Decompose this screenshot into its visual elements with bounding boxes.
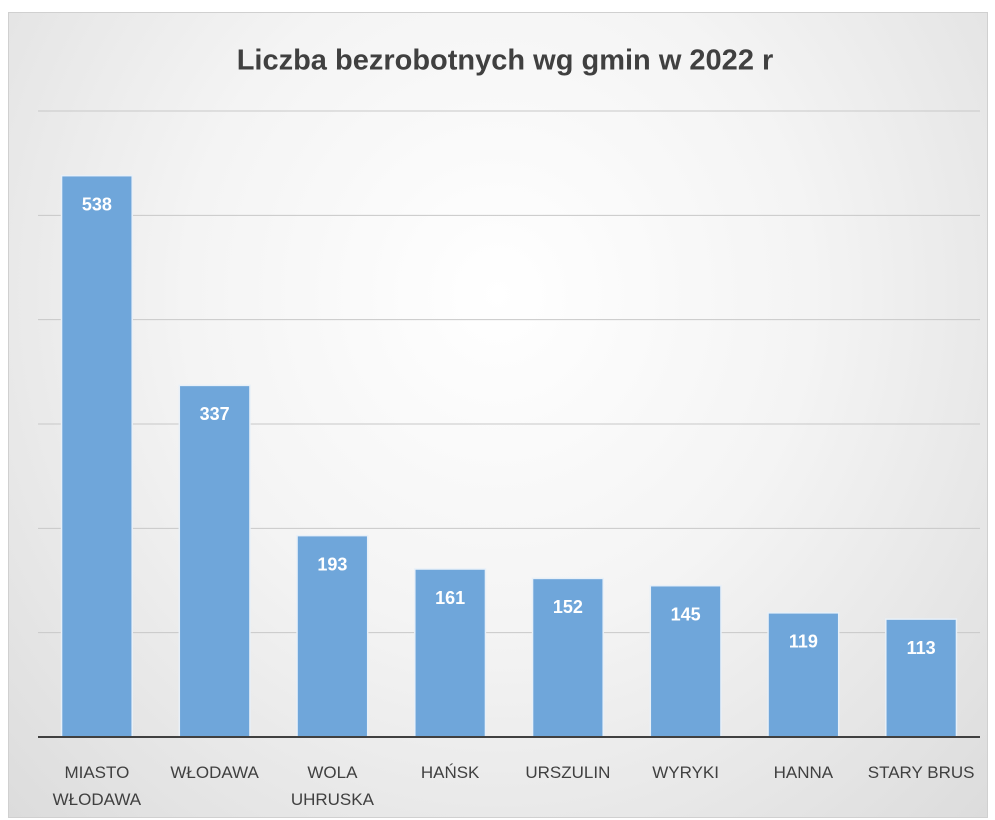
x-tick-label: URSZULIN (525, 763, 611, 782)
x-tick-label: HANNA (773, 763, 834, 782)
data-label: 161 (435, 588, 465, 608)
x-tick-label: STARY BRUS (867, 763, 975, 782)
bar (60, 174, 133, 738)
x-tick-label: WYRYKI (652, 763, 719, 782)
data-label: 337 (200, 404, 230, 424)
x-tick-label: WŁODAWA (170, 763, 259, 782)
bar (885, 618, 958, 738)
chart-title: Liczba bezrobotnych wg gmin w 2022 r (237, 45, 774, 77)
bar (414, 568, 487, 738)
data-label: 193 (317, 554, 347, 574)
x-tick-label: HAŃSK (420, 763, 480, 782)
bar (296, 534, 369, 738)
data-label: 145 (671, 604, 701, 624)
data-label: 538 (82, 194, 112, 214)
bar (649, 584, 722, 738)
bar (767, 612, 840, 738)
data-label: 119 (789, 632, 818, 652)
data-label: 113 (907, 638, 936, 658)
bar (178, 384, 251, 738)
bar (531, 577, 604, 738)
x-tick-label: WOLA UHRUSKA (290, 763, 374, 809)
x-tick-label: MIASTO WŁODAWA (52, 763, 142, 809)
data-label: 152 (553, 597, 583, 617)
